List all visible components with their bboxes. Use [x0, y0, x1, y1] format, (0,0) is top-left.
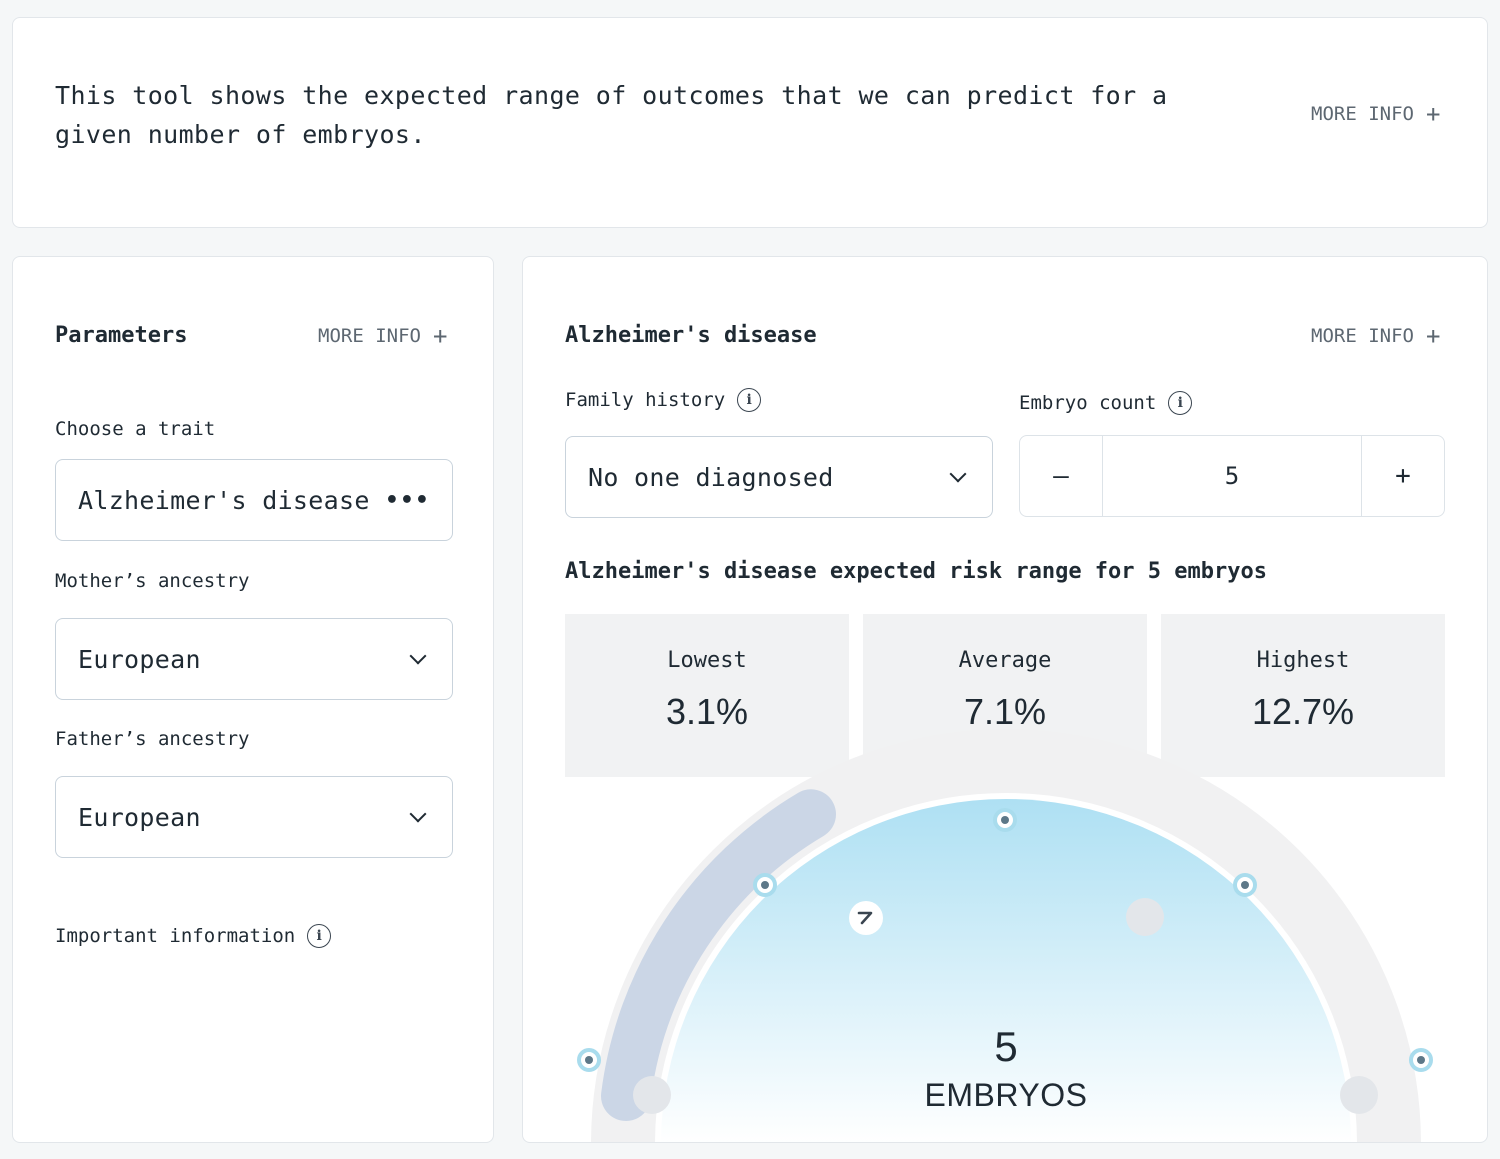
result-more-info-button[interactable]: MORE INFO + — [1311, 324, 1440, 348]
stat-value: 7.1% — [963, 691, 1047, 732]
arrow-icon — [857, 911, 873, 925]
stat-highest: Highest 12.7% — [1161, 614, 1445, 777]
family-history-label-row: Family history i — [565, 388, 762, 412]
embryo-count-label-row: Embryo count i — [1019, 391, 1193, 415]
risk-range-title: Alzheimer's disease expected risk range … — [565, 559, 1267, 584]
parameters-more-info-button[interactable]: MORE INFO + — [318, 324, 447, 348]
gauge-selected-arc — [601, 789, 836, 1121]
trait-title: Alzheimer's disease — [565, 323, 817, 348]
gauge-unit: EMBRYOS — [924, 1077, 1088, 1113]
gauge-marker-dot[interactable] — [1340, 1076, 1378, 1114]
family-history-label: Family history — [565, 389, 726, 411]
mother-ancestry-value: European — [78, 644, 201, 674]
info-icon[interactable]: i — [737, 388, 762, 412]
parameters-title: Parameters — [55, 323, 188, 348]
stat-label: Average — [958, 648, 1052, 673]
family-history-select[interactable]: No one diagnosed — [565, 436, 993, 518]
results-panel: Alzheimer's disease MORE INFO + Family h… — [522, 256, 1488, 1143]
gauge-count: 5 — [994, 1023, 1018, 1070]
stat-label: Lowest — [667, 648, 747, 673]
plus-icon: + — [1425, 322, 1441, 350]
embryo-gauge[interactable] — [523, 257, 1488, 1143]
embryo-count-stepper: – 5 + — [1019, 435, 1445, 517]
gauge-handle[interactable] — [849, 901, 883, 935]
tick-marker[interactable] — [1409, 1048, 1433, 1072]
decrement-button[interactable]: – — [1053, 461, 1069, 491]
stat-value: 12.7% — [1251, 691, 1355, 732]
trait-value: Alzheimer's disease — [78, 485, 370, 515]
stat-label: Highest — [1256, 648, 1350, 673]
mother-ancestry-select[interactable]: European — [55, 618, 453, 700]
gauge-dome — [661, 799, 1351, 1142]
father-ancestry-select[interactable]: European — [55, 776, 453, 858]
tick-marker[interactable] — [1233, 873, 1257, 897]
chevron-down-icon — [409, 805, 427, 823]
important-information-link[interactable]: Important information i — [55, 924, 332, 948]
embryo-count-value[interactable]: 5 — [1102, 436, 1362, 516]
family-history-value: No one diagnosed — [588, 462, 834, 492]
info-icon[interactable]: i — [1168, 391, 1193, 415]
trait-label: Choose a trait — [55, 418, 216, 440]
gauge-tick-markers — [577, 808, 1433, 1072]
stat-lowest: Lowest 3.1% — [565, 614, 849, 777]
increment-button[interactable]: + — [1395, 461, 1411, 491]
mother-ancestry-label: Mother’s ancestry — [55, 570, 250, 592]
more-info-label: MORE INFO — [318, 325, 421, 347]
tick-marker[interactable] — [993, 808, 1017, 832]
plus-icon: + — [1425, 100, 1441, 128]
tick-marker[interactable] — [577, 1048, 601, 1072]
more-info-label: MORE INFO — [1311, 103, 1414, 125]
trait-selector[interactable]: Alzheimer's disease ••• — [55, 459, 453, 541]
intro-more-info-button[interactable]: MORE INFO + — [1311, 102, 1440, 126]
father-ancestry-value: European — [78, 802, 201, 832]
parameters-panel: Parameters MORE INFO + Choose a trait Al… — [12, 256, 494, 1143]
important-information-label: Important information — [55, 925, 296, 947]
plus-icon: + — [432, 322, 448, 350]
more-info-label: MORE INFO — [1311, 325, 1414, 347]
more-dots-icon: ••• — [384, 487, 430, 513]
stat-value: 3.1% — [665, 691, 749, 732]
info-icon[interactable]: i — [307, 924, 332, 948]
father-ancestry-label: Father’s ancestry — [55, 728, 250, 750]
intro-text: This tool shows the expected range of ou… — [55, 81, 1168, 149]
gauge-marker-dot[interactable] — [1126, 898, 1164, 936]
intro-card: This tool shows the expected range of ou… — [12, 17, 1488, 228]
tick-marker[interactable] — [753, 873, 777, 897]
gauge-marker-dot[interactable] — [633, 1076, 671, 1114]
chevron-down-icon — [409, 647, 427, 665]
embryo-count-label: Embryo count — [1019, 392, 1157, 414]
